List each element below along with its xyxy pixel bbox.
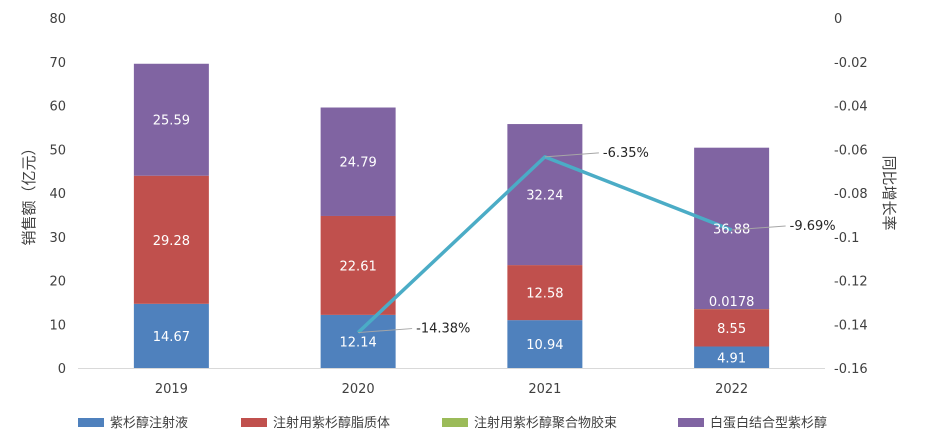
y2-tick-label: -0.06 [834,143,868,158]
bar-data-label: 10.94 [526,338,563,353]
y-tick-label: 0 [58,362,66,377]
y2-tick-label: 0 [834,12,842,27]
legend-swatch [241,418,267,427]
line-label-leader [358,328,413,334]
bar-data-label: 12.58 [526,287,563,302]
x-tick-label: 2019 [155,382,188,397]
y-tick-label: 40 [49,187,66,202]
line-data-label: -9.69% [790,219,836,234]
line-data-label: -6.35% [603,146,649,161]
y-tick-label: 10 [49,318,66,333]
x-tick-label: 2022 [715,382,748,397]
bar-segment [133,303,209,368]
bar-data-label: 0.0178 [709,295,755,310]
y-tick-label: 80 [49,12,66,27]
bar-data-label: 32.24 [526,189,563,204]
bars-layer [133,63,770,368]
y-tick-label: 70 [49,56,66,71]
bar-segment [507,320,583,368]
y-tick-label: 30 [49,231,66,246]
legend-label: 注射用紫杉醇脂质体 [273,415,390,431]
bar-data-label: 29.28 [153,234,190,249]
y2-tick-label: -0.14 [834,318,868,333]
bar-data-label: 14.67 [153,330,190,345]
bar-segment [320,107,396,216]
legend-swatch [442,418,468,427]
y-axis-title: 销售额（亿元） [20,140,38,245]
bar-segment [507,124,583,266]
y2-tick-label: -0.1 [834,231,859,246]
y-tick-label: 20 [49,275,66,290]
legend-swatch [678,418,704,427]
bar-data-label: 22.61 [340,259,377,274]
line-label-leader [544,152,599,158]
y2-tick-label: -0.02 [834,56,868,71]
line-label-leader [731,225,786,231]
legend-label: 注射用紫杉醇聚合物胶束 [474,415,617,431]
y-tick-label: 50 [49,143,66,158]
bar-segment [133,175,209,304]
bar-data-label: 4.91 [717,351,746,366]
bar-data-label: 8.55 [717,322,746,337]
labels-layer: 14.67 29.28 25.59 12.14 22.61 24.79 10.94 12.58… [153,114,836,367]
line-data-label: -14.38% [416,322,470,337]
bar-segment [320,314,396,368]
bar-segment [320,215,396,315]
bar-segment [694,309,770,347]
y2-tick-label: -0.12 [834,275,868,290]
x-tick-label: 2021 [528,382,561,397]
y2-tick-label: -0.16 [834,362,868,377]
bar-segment [694,346,770,368]
bar-segment [133,63,209,176]
y2-tick-label: -0.04 [834,100,868,115]
legend-label: 白蛋白结合型紫杉醇 [710,415,827,431]
y-tick-label: 60 [49,100,66,115]
bar-segment [507,265,583,321]
axes-layer: 0 10 20 30 40 50 60 70 80 -0.16 -0.14 -0.12 -0.1 -0.0… [49,12,867,397]
bar-data-label: 24.79 [340,156,377,171]
y2-tick-label: -0.08 [834,187,868,202]
y2-axis-title: 同比增长率 [880,155,898,230]
legend: 紫杉醇注射液 注射用紫杉醇脂质体 注射用紫杉醇聚合物胶束 白蛋白结合型紫杉醇 [78,415,827,431]
x-tick-label: 2020 [342,382,375,397]
bar-data-label: 25.59 [153,114,190,129]
bar-data-label: 12.14 [340,335,377,350]
legend-label: 紫杉醇注射液 [110,415,188,431]
legend-swatch [78,418,104,427]
